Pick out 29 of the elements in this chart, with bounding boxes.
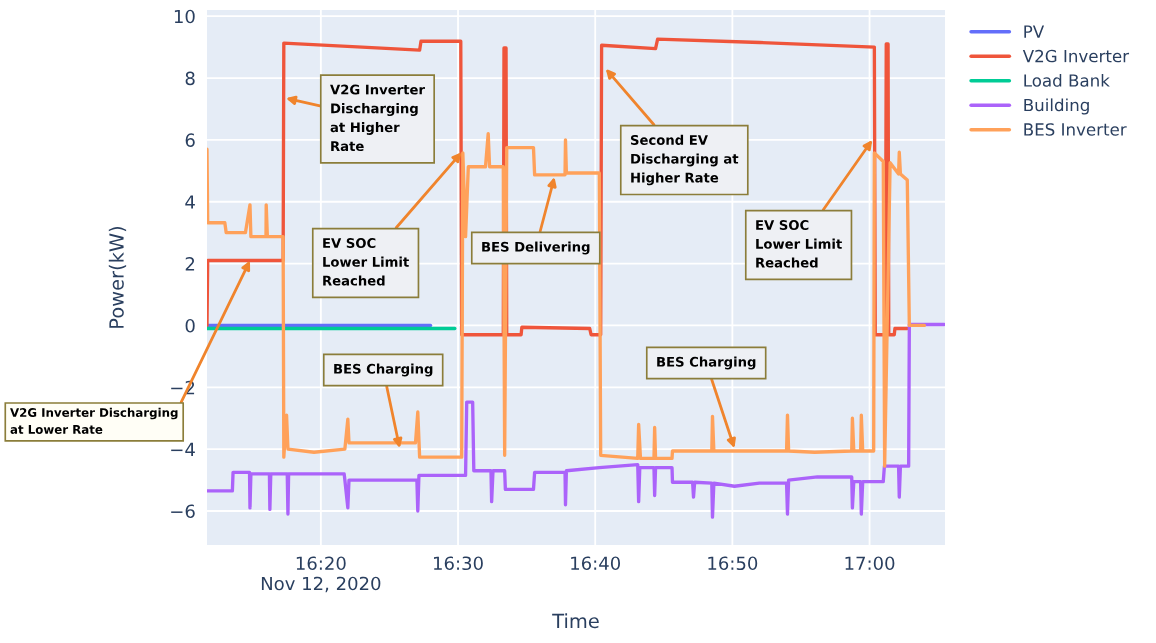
annotation: BES Delivering bbox=[482, 241, 590, 255]
annotation: V2G Inverter Discharging at Lower Rate bbox=[10, 407, 178, 434]
y-tick-label: 0 bbox=[185, 318, 195, 333]
legend-label: Load Bank bbox=[1024, 73, 1110, 87]
x-tick-label: 16:30 bbox=[434, 556, 483, 571]
y-tick-label: 2 bbox=[185, 257, 195, 271]
annotation: BES Charging bbox=[334, 363, 433, 377]
annotation: EV SOC Lower Limit Reached bbox=[323, 238, 409, 286]
y-axis-title: Power(kW) bbox=[108, 226, 127, 328]
legend-label: Building bbox=[1024, 98, 1089, 115]
annotation: Second EV Discharging at Higher Rate bbox=[630, 134, 739, 186]
y-tick-label: −6 bbox=[171, 504, 195, 519]
legend-label: PV bbox=[1024, 25, 1045, 38]
line-series bbox=[207, 322, 945, 519]
y-tick-label: −4 bbox=[171, 442, 195, 456]
x-tick-label: 17:00 bbox=[845, 556, 895, 571]
legend-label: V2G Inverter bbox=[1022, 49, 1130, 63]
x-axis-title: Time bbox=[552, 613, 599, 629]
y-tick-label: 4 bbox=[185, 195, 195, 209]
annotation: EV SOC Lower Limit Reached bbox=[756, 220, 842, 268]
y-tick-label: 10 bbox=[174, 9, 195, 24]
y-tick-label: 6 bbox=[185, 133, 195, 147]
legend-label: BES Inverter bbox=[1024, 123, 1127, 136]
x-tick-label: 16:50 bbox=[708, 556, 758, 571]
annotation: V2G Inverter Discharging at Higher Rate bbox=[330, 84, 425, 152]
annotation: BES Charging bbox=[657, 356, 756, 370]
x-tick-label: 16:40 bbox=[571, 556, 621, 571]
x-tick-label: 16:20 Nov 12, 2020 bbox=[261, 556, 381, 593]
y-tick-label: 8 bbox=[185, 71, 195, 86]
